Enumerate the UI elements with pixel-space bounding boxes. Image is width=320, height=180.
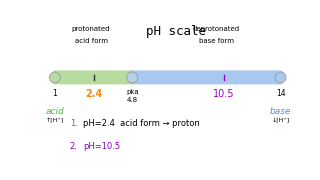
FancyBboxPatch shape xyxy=(53,70,134,84)
Text: 14: 14 xyxy=(276,89,285,98)
Text: acid: acid xyxy=(45,107,64,116)
Text: pka
4.8: pka 4.8 xyxy=(126,89,139,103)
Text: base form: base form xyxy=(199,38,234,44)
Ellipse shape xyxy=(275,72,286,83)
Text: base: base xyxy=(270,107,291,116)
FancyBboxPatch shape xyxy=(130,70,283,84)
Text: pH=2.4  acid form → proton: pH=2.4 acid form → proton xyxy=(84,119,200,128)
Text: 2.: 2. xyxy=(70,142,78,151)
Text: 2.4: 2.4 xyxy=(85,89,102,99)
Text: pH=10.5: pH=10.5 xyxy=(84,142,121,151)
Text: 1.: 1. xyxy=(70,119,78,128)
Text: protonated: protonated xyxy=(72,26,110,32)
Text: ↑[H⁺]: ↑[H⁺] xyxy=(46,118,64,123)
Text: ↓[H⁺]: ↓[H⁺] xyxy=(271,118,290,123)
Ellipse shape xyxy=(49,72,60,83)
Text: 1: 1 xyxy=(52,89,57,98)
Text: 10.5: 10.5 xyxy=(213,89,235,99)
Text: pH scale: pH scale xyxy=(147,25,206,38)
Text: deprotonated: deprotonated xyxy=(193,26,240,32)
Text: acid form: acid form xyxy=(75,38,108,44)
Ellipse shape xyxy=(127,72,138,83)
